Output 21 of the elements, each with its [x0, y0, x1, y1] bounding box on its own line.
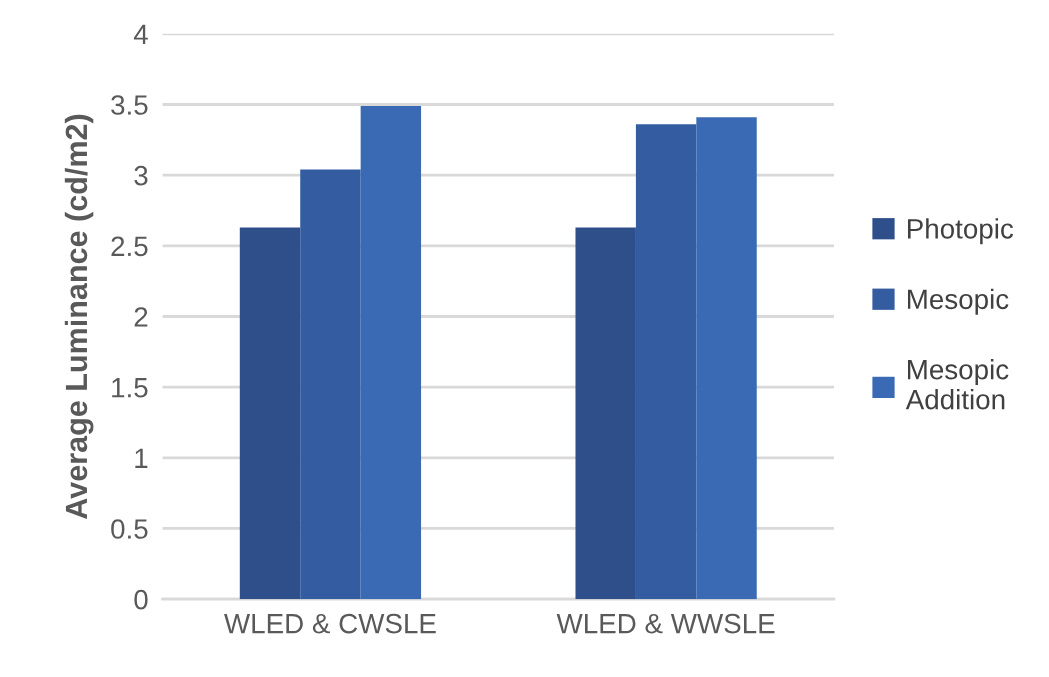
y-tick-label: 2	[134, 307, 148, 327]
y-tick-label: 4	[133, 24, 148, 44]
y-axis-title: Average Luminance (cd/m2)	[64, 114, 94, 519]
bar	[360, 105, 422, 600]
legend-label: Photopic	[907, 218, 1014, 245]
y-tick-label: 1.5	[112, 378, 148, 398]
bar	[575, 227, 636, 600]
x-tick-label: WLED & CWSLE	[224, 613, 436, 634]
y-tick-label: 3	[134, 165, 148, 186]
y-tick-label: 1	[135, 448, 148, 468]
y-tick-label: 2.5	[111, 236, 148, 257]
y-tick-label: 3.5	[111, 95, 148, 115]
bar	[635, 124, 697, 600]
legend-label: Mesopic Addition	[905, 359, 1009, 410]
bar	[300, 169, 361, 600]
y-tick-label: 0	[134, 589, 148, 610]
y-tick-label: 0.5	[111, 519, 148, 539]
x-tick-label: WLED & WWSLE	[556, 613, 775, 634]
bar	[696, 117, 757, 600]
legend-label: Mesopic	[907, 288, 1009, 315]
bar	[239, 227, 301, 600]
